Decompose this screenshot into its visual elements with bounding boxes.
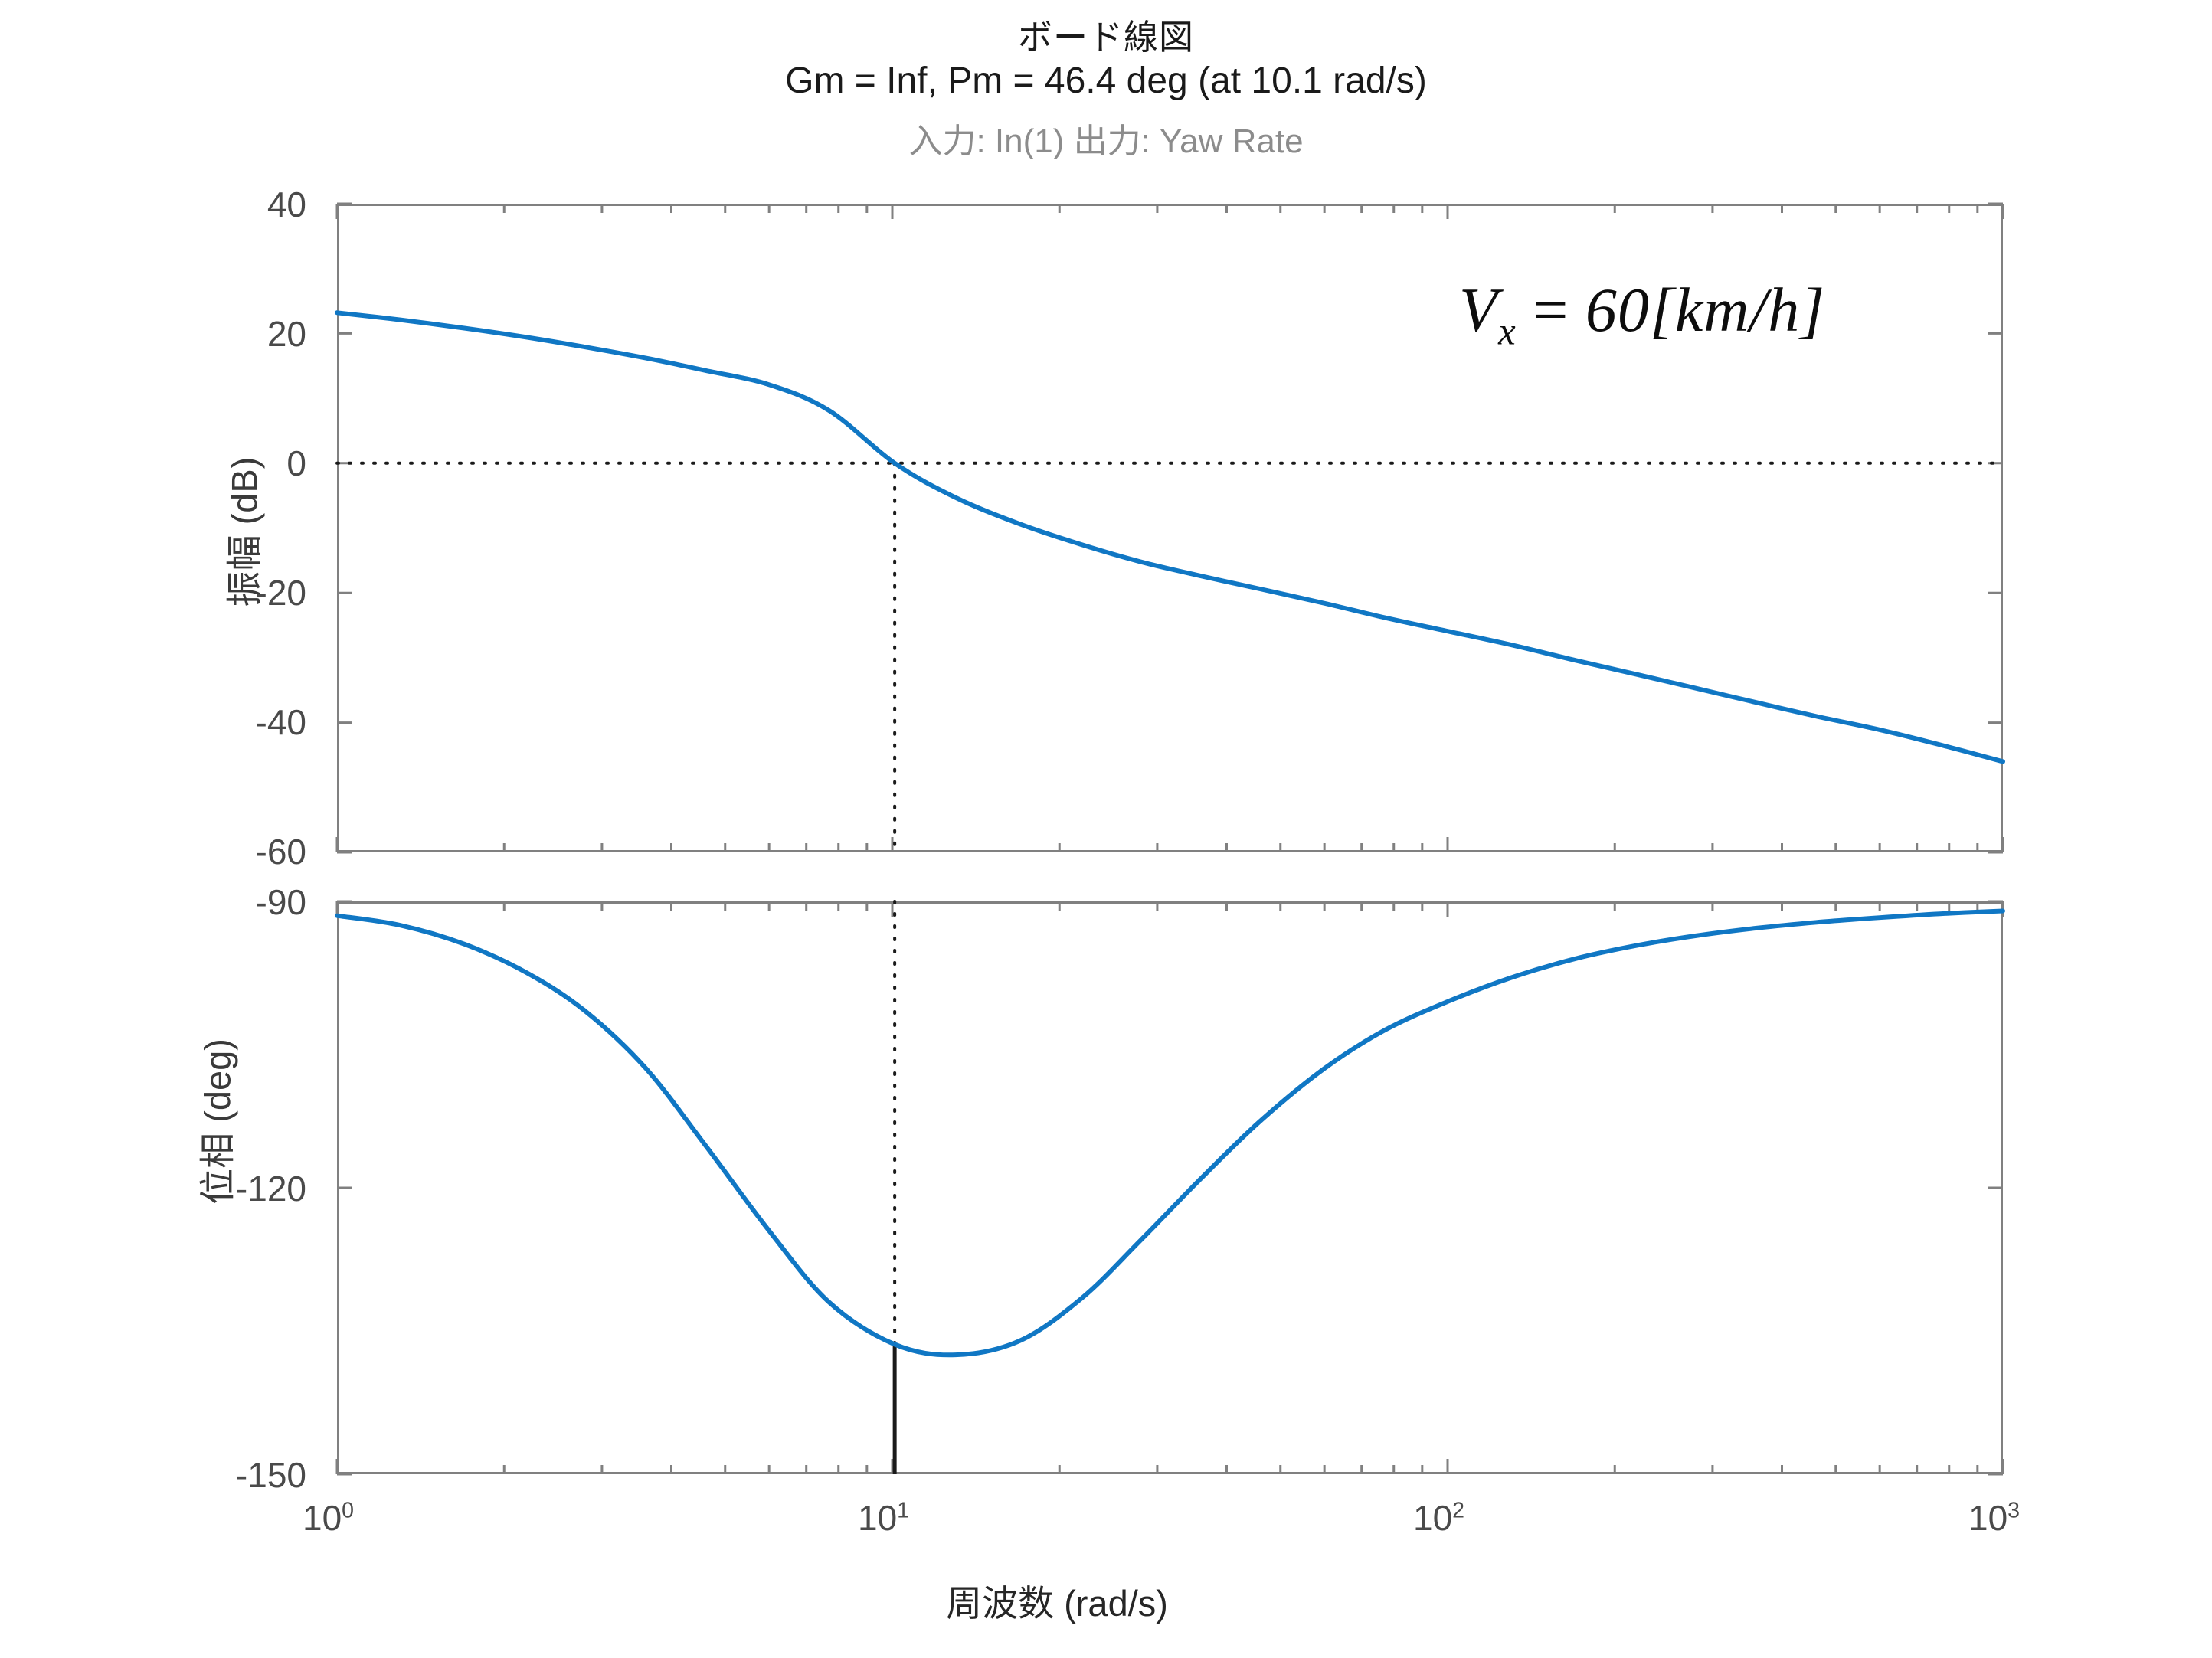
annotation-value: 60[km/h] <box>1585 275 1826 345</box>
magnitude-ytick--60: -60 <box>255 832 306 872</box>
x-tick-1e3: 103 <box>1968 1497 2020 1539</box>
phase-ytick--150: -150 <box>235 1455 306 1495</box>
x-tick-exponent: 0 <box>342 1498 355 1523</box>
velocity-annotation: Vx = 60[km/h] <box>1459 274 1825 353</box>
x-tick-1e2: 102 <box>1413 1497 1464 1539</box>
phase-ytick--120: -120 <box>235 1169 306 1208</box>
magnitude-curve <box>335 310 2005 764</box>
page-title: ボード線図 <box>1017 18 1194 57</box>
x-tick-mantissa: 10 <box>1413 1498 1453 1538</box>
x-tick-exponent: 1 <box>897 1498 910 1523</box>
annotation-symbol: V <box>1459 275 1499 345</box>
x-tick-mantissa: 10 <box>303 1498 342 1538</box>
magnitude-ytick-20: 20 <box>267 314 306 354</box>
x-tick-1e0: 100 <box>303 1497 354 1539</box>
magnitude-ytick-0: 0 <box>286 443 306 483</box>
phase-axes <box>337 901 2003 1474</box>
annotation-subscript: x <box>1498 309 1517 353</box>
magnitude-axes <box>337 204 2003 852</box>
magnitude-ytick-40: 40 <box>267 185 306 224</box>
input-output-subtitle: 入力: In(1) 出力: Yaw Rate <box>908 123 1304 160</box>
magnitude-ytick--40: -40 <box>255 702 306 742</box>
x-tick-exponent: 3 <box>2007 1498 2021 1523</box>
phase-ytick--90: -90 <box>255 882 306 922</box>
x-tick-exponent: 2 <box>1452 1498 1465 1523</box>
x-tick-mantissa: 10 <box>1968 1498 2008 1538</box>
x-tick-1e1: 101 <box>858 1497 909 1539</box>
x-tick-mantissa: 10 <box>858 1498 898 1538</box>
phase-curve <box>335 908 2005 1358</box>
magnitude-ytick--20: -20 <box>255 573 306 613</box>
stability-margins-subtitle: Gm = Inf, Pm = 46.4 deg (at 10.1 rad/s) <box>785 60 1427 101</box>
annotation-equals: = <box>1533 275 1569 345</box>
x-axis-label: 周波数 (rad/s) <box>946 1583 1168 1624</box>
